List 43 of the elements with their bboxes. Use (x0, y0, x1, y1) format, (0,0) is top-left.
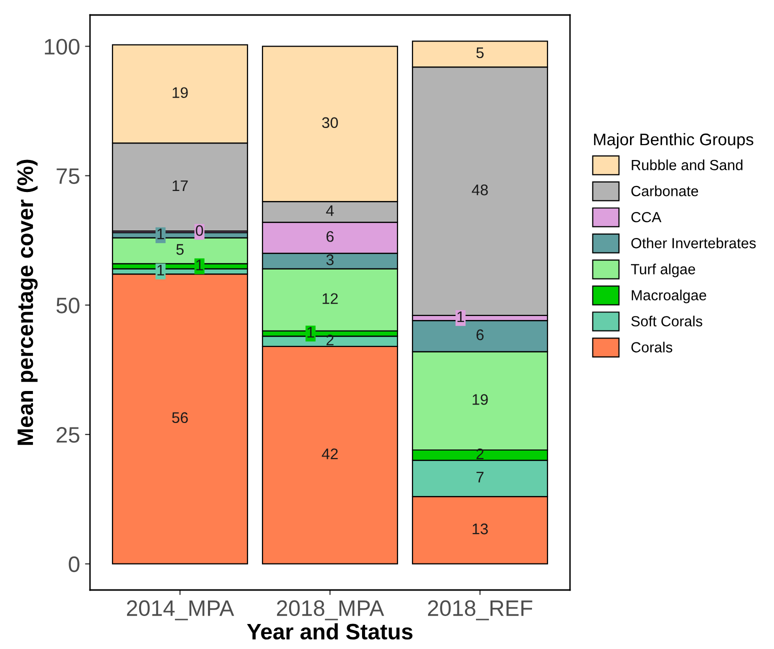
data-label: 3 (326, 254, 334, 266)
data-label: 5 (476, 48, 484, 58)
data-label: 48 (472, 184, 488, 196)
legend-label: CCA (631, 212, 662, 222)
y-tick-label: 25 (56, 427, 80, 443)
data-label: 1 (457, 311, 464, 322)
x-tick-label: 2014_MPA (126, 600, 234, 620)
data-label: 0 (196, 225, 204, 236)
legend-label: Soft Corals (631, 316, 702, 326)
data-label: 1 (157, 264, 164, 276)
data-label: 17 (172, 180, 188, 192)
y-tick-label: 100 (44, 38, 80, 55)
legend-title: Major Benthic Groups (594, 133, 754, 149)
legend-label: Macroalgae (632, 290, 706, 304)
y-tick-label: 0 (68, 556, 80, 572)
data-label: 12 (322, 293, 338, 304)
data-label: 5 (176, 244, 184, 255)
data-label: 19 (472, 394, 488, 405)
data-label: 2 (476, 448, 484, 460)
data-label: 1 (196, 260, 203, 270)
data-label: 13 (472, 524, 488, 534)
legend-label: Turf algae (630, 264, 696, 278)
x-tick-label: 2018_REF (428, 600, 532, 620)
y-axis-title: Mean percentage cover (%) (16, 160, 38, 445)
data-label: 7 (476, 472, 484, 482)
data-label: 56 (172, 412, 188, 424)
legend-label: Rubble and Sand (632, 160, 742, 170)
y-tick-label: 50 (56, 298, 80, 314)
data-label: 6 (326, 231, 334, 242)
data-label: 19 (172, 87, 188, 98)
data-label: 30 (322, 117, 338, 128)
x-tick-label: 2018_MPA (276, 600, 384, 620)
data-label: 4 (326, 205, 334, 216)
data-label: 1 (157, 228, 164, 240)
data-label: 42 (322, 448, 338, 460)
data-label: 1 (307, 326, 314, 338)
data-label: 2 (326, 334, 334, 346)
legend-label: Other Invertebrates (631, 238, 756, 248)
x-axis-title: Year and Status (247, 623, 412, 640)
legend-label: Carbonate (631, 186, 698, 196)
legend-label: Corals (631, 342, 672, 352)
y-tick-label: 75 (56, 168, 80, 184)
data-label: 6 (476, 329, 484, 340)
